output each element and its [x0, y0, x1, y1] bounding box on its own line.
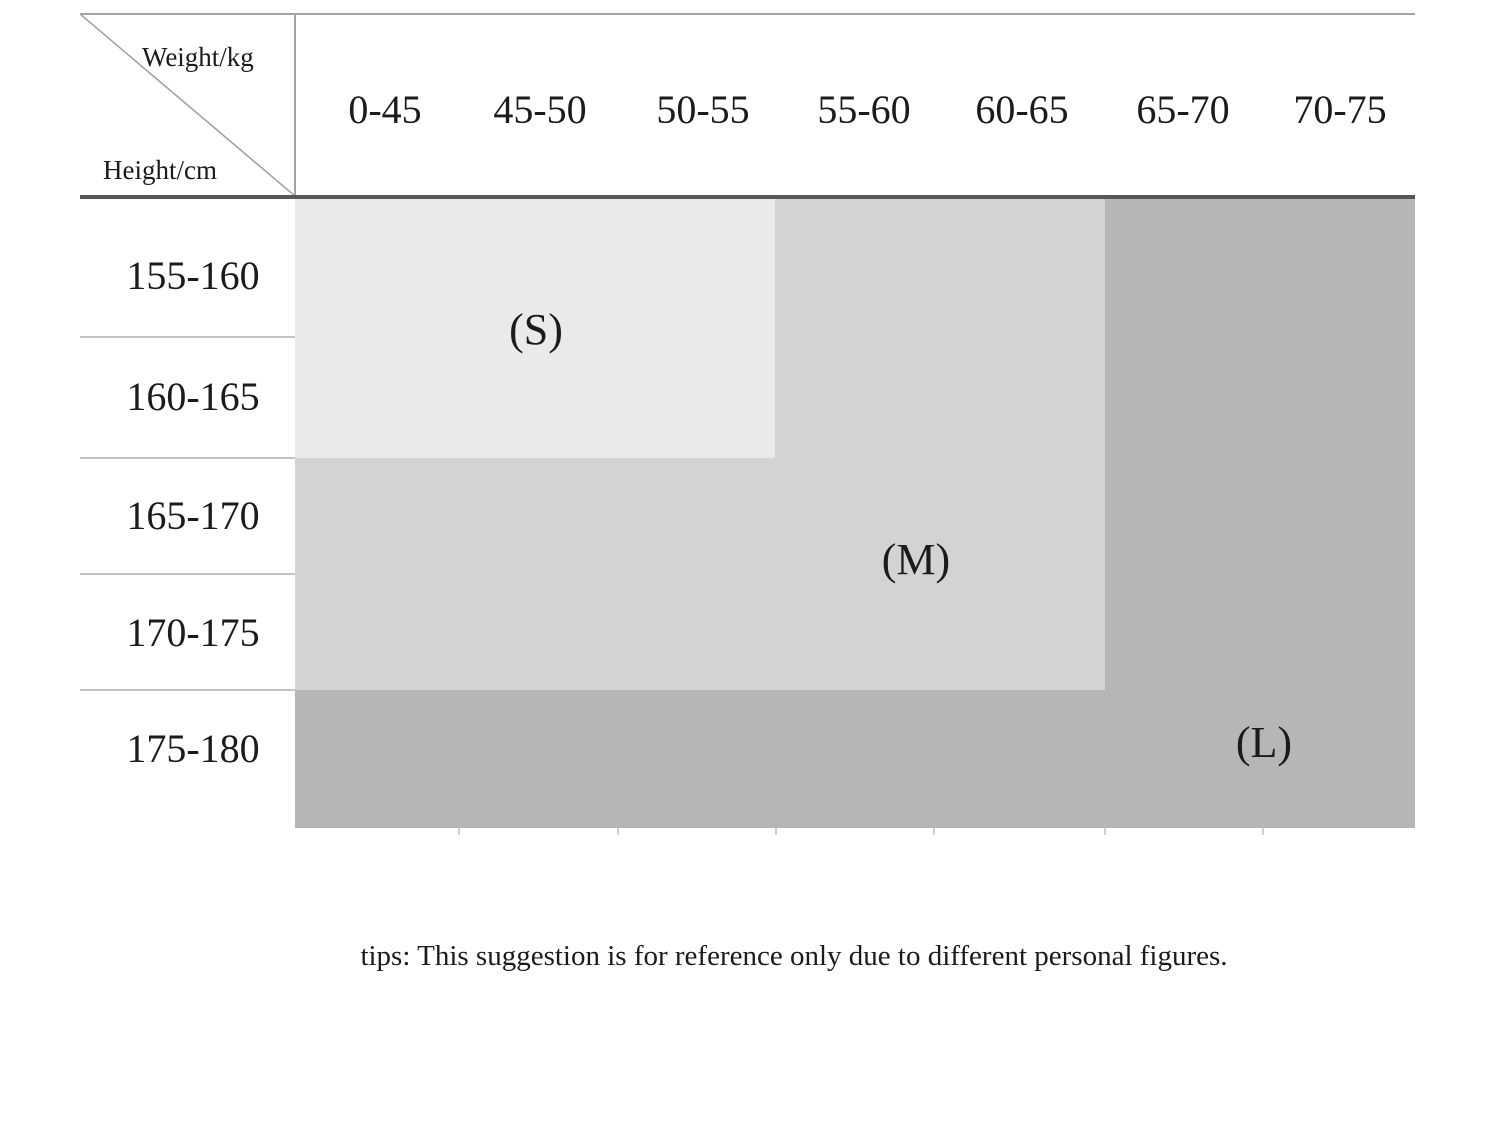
row-divider: [80, 573, 295, 575]
weight-axis-label: Weight/kg: [142, 42, 254, 72]
table-top-border: [80, 13, 1415, 15]
weight-column-header: 70-75: [1293, 87, 1387, 132]
row-divider: [80, 336, 295, 338]
corner-diagonal-line: [80, 14, 295, 196]
column-tick: [1262, 828, 1264, 835]
weight-column-header: 50-55: [656, 87, 750, 132]
row-divider: [80, 457, 295, 459]
weight-column-header: 0-45: [348, 87, 422, 132]
header-divider-rule: [80, 195, 1415, 199]
weight-column-header: 65-70: [1136, 87, 1230, 132]
column-tick: [775, 828, 777, 835]
size-region-s: [295, 199, 775, 458]
column-tick: [458, 828, 460, 835]
column-tick: [933, 828, 935, 835]
weight-column-header: 45-50: [493, 87, 587, 132]
column-tick: [1104, 828, 1106, 835]
weight-column-header: 60-65: [975, 87, 1069, 132]
size-label-s: (S): [509, 305, 563, 354]
height-row-label: 160-165: [126, 374, 260, 419]
column-tick: [617, 828, 619, 835]
row-divider: [80, 689, 295, 691]
size-label-m: (M): [881, 535, 951, 584]
height-row-label: 170-175: [126, 610, 260, 655]
tips-note: tips: This suggestion is for reference o…: [360, 940, 1228, 972]
size-label-l: (L): [1235, 718, 1293, 767]
corner-cell-right-border: [294, 13, 296, 197]
weight-column-header: 55-60: [817, 87, 911, 132]
height-row-label: 155-160: [126, 253, 260, 298]
height-row-label: 165-170: [126, 493, 260, 538]
height-row-label: 175-180: [126, 726, 260, 771]
height-axis-label: Height/cm: [103, 155, 217, 185]
